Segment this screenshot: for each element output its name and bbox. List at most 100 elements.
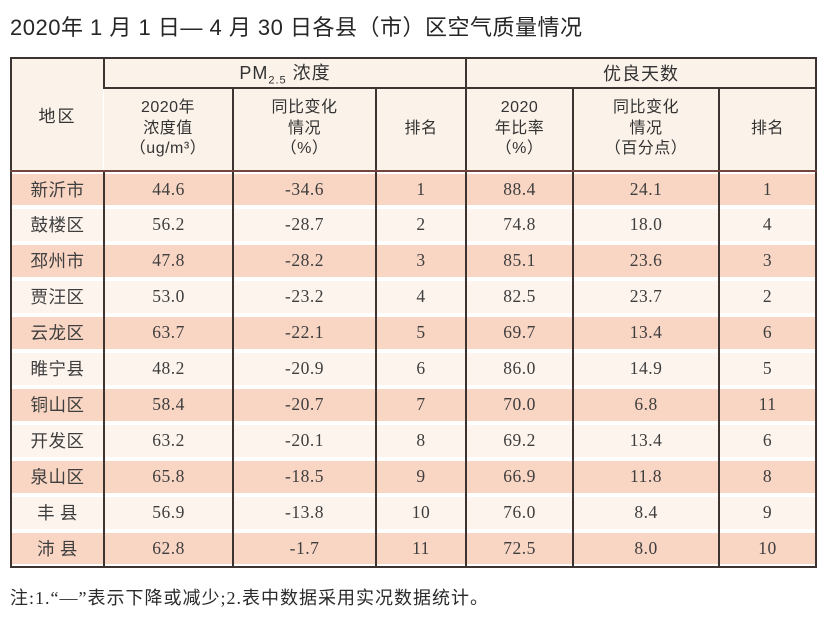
value-cell: 48.2 xyxy=(103,350,233,387)
col-header-pm25-value: 2020年 浓度值 （ug/m³） xyxy=(104,86,233,172)
pm25-rest: 浓度 xyxy=(286,63,331,83)
region-cell: 铜山区 xyxy=(11,386,104,423)
value-cell: 1 xyxy=(718,170,817,207)
table-header: 地区 PM2.5 浓度 优良天数 2020年 浓度值 （ug/m³） 同比变化 … xyxy=(11,58,817,172)
value-cell: 47.8 xyxy=(103,242,233,279)
value-cell: 5 xyxy=(374,314,467,351)
value-cell: 6 xyxy=(374,350,467,387)
value-cell: 11 xyxy=(718,386,817,423)
pm25-base: PM xyxy=(239,63,269,83)
value-cell: 11.8 xyxy=(572,458,720,495)
value-cell: 82.5 xyxy=(465,278,574,315)
value-cell: 88.4 xyxy=(465,170,574,207)
value-cell: 58.4 xyxy=(103,386,233,423)
table-row: 沛 县 62.8 -1.7 11 72.5 8.0 10 xyxy=(11,530,817,567)
footnote: 注:1.“—”表示下降或减少;2.表中数据采用实况数据统计。 xyxy=(10,587,489,608)
value-cell: 44.6 xyxy=(103,170,233,207)
col-header-region: 地区 xyxy=(11,58,104,172)
region-cell: 开发区 xyxy=(11,422,104,459)
value-cell: 66.9 xyxy=(465,458,574,495)
value-cell: 69.2 xyxy=(465,422,574,459)
value-cell: -28.7 xyxy=(232,206,376,243)
value-cell: 1 xyxy=(374,170,467,207)
value-cell: -20.7 xyxy=(232,386,376,423)
value-cell: 85.1 xyxy=(465,242,574,279)
value-cell: -22.1 xyxy=(232,314,376,351)
value-cell: 24.1 xyxy=(572,170,720,207)
value-cell: -20.1 xyxy=(232,422,376,459)
value-cell: 13.4 xyxy=(572,314,720,351)
table-row: 新沂市 44.6 -34.6 1 88.4 24.1 1 xyxy=(11,170,817,207)
value-cell: 70.0 xyxy=(465,386,574,423)
value-cell: 72.5 xyxy=(465,530,574,567)
region-cell: 邳州市 xyxy=(11,242,104,279)
region-cell: 鼓楼区 xyxy=(11,206,104,243)
value-cell: 65.8 xyxy=(103,458,233,495)
value-cell: 3 xyxy=(718,242,817,279)
pm25-subscript: 2.5 xyxy=(268,74,287,87)
value-cell: -23.2 xyxy=(232,278,376,315)
table-body: 新沂市 44.6 -34.6 1 88.4 24.1 1 鼓楼区 56.2 -28.7 2 74.8 1… xyxy=(11,170,817,567)
value-cell: -18.5 xyxy=(232,458,376,495)
value-cell: -20.9 xyxy=(232,350,376,387)
value-cell: 23.7 xyxy=(572,278,720,315)
col-header-good-days-rank: 排名 xyxy=(718,86,817,172)
col-header-pm25-yoy-change: 同比变化 情况 （%） xyxy=(232,86,376,172)
value-cell: 13.4 xyxy=(572,422,720,459)
region-cell: 贾汪区 xyxy=(11,278,104,315)
value-cell: 6 xyxy=(718,422,817,459)
col-header-pm25-rank: 排名 xyxy=(374,86,467,172)
page-title: 2020年 1 月 1 日— 4 月 30 日各县（市）区空气质量情况 xyxy=(10,15,583,40)
value-cell: 74.8 xyxy=(465,206,574,243)
value-cell: 7 xyxy=(374,386,467,423)
value-cell: 8 xyxy=(374,422,467,459)
value-cell: 8.0 xyxy=(572,530,720,567)
value-cell: 10 xyxy=(718,530,817,567)
value-cell: 56.9 xyxy=(103,494,233,531)
header-group-row: 地区 PM2.5 浓度 优良天数 xyxy=(11,58,817,172)
col-header-good-days-ratio: 2020 年比率 （%） xyxy=(465,86,574,172)
table-row: 铜山区 58.4 -20.7 7 70.0 6.8 11 xyxy=(11,386,817,423)
value-cell: 3 xyxy=(374,242,467,279)
value-cell: 10 xyxy=(374,494,467,531)
value-cell: 62.8 xyxy=(103,530,233,567)
value-cell: 2 xyxy=(718,278,817,315)
value-cell: 86.0 xyxy=(465,350,574,387)
table-row: 鼓楼区 56.2 -28.7 2 74.8 18.0 4 xyxy=(11,206,817,243)
table-row: 邳州市 47.8 -28.2 3 85.1 23.6 3 xyxy=(11,242,817,279)
value-cell: 8.4 xyxy=(572,494,720,531)
table-row: 泉山区 65.8 -18.5 9 66.9 11.8 8 xyxy=(11,458,817,495)
table-row: 贾汪区 53.0 -23.2 4 82.5 23.7 2 xyxy=(11,278,817,315)
region-cell: 睢宁县 xyxy=(11,350,104,387)
value-cell: 18.0 xyxy=(572,206,720,243)
col-group-pm25: PM2.5 浓度 xyxy=(102,58,467,88)
region-cell: 云龙区 xyxy=(11,314,104,351)
value-cell: 56.2 xyxy=(103,206,233,243)
value-cell: 9 xyxy=(374,458,467,495)
value-cell: 69.7 xyxy=(465,314,574,351)
value-cell: 4 xyxy=(718,206,817,243)
value-cell: 63.2 xyxy=(103,422,233,459)
region-cell: 新沂市 xyxy=(11,170,104,207)
value-cell: 5 xyxy=(718,350,817,387)
value-cell: -34.6 xyxy=(232,170,376,207)
value-cell: -13.8 xyxy=(232,494,376,531)
table-row: 丰 县 56.9 -13.8 10 76.0 8.4 9 xyxy=(11,494,817,531)
col-header-good-days-yoy-change: 同比变化 情况 （百分点） xyxy=(572,86,720,172)
value-cell: 2 xyxy=(374,206,467,243)
region-cell: 泉山区 xyxy=(11,458,104,495)
air-quality-table: 地区 PM2.5 浓度 优良天数 2020年 浓度值 （ug/m³） 同比变化 … xyxy=(10,57,818,568)
value-cell: 6 xyxy=(718,314,817,351)
table-row: 睢宁县 48.2 -20.9 6 86.0 14.9 5 xyxy=(11,350,817,387)
value-cell: 8 xyxy=(718,458,817,495)
region-cell: 丰 县 xyxy=(11,494,104,531)
value-cell: 4 xyxy=(374,278,467,315)
value-cell: 14.9 xyxy=(572,350,720,387)
region-cell: 沛 县 xyxy=(11,530,104,567)
table-row: 云龙区 63.7 -22.1 5 69.7 13.4 6 xyxy=(11,314,817,351)
value-cell: 6.8 xyxy=(572,386,720,423)
value-cell: 11 xyxy=(374,530,467,567)
col-group-good-days: 优良天数 xyxy=(465,58,817,88)
table-row: 开发区 63.2 -20.1 8 69.2 13.4 6 xyxy=(11,422,817,459)
